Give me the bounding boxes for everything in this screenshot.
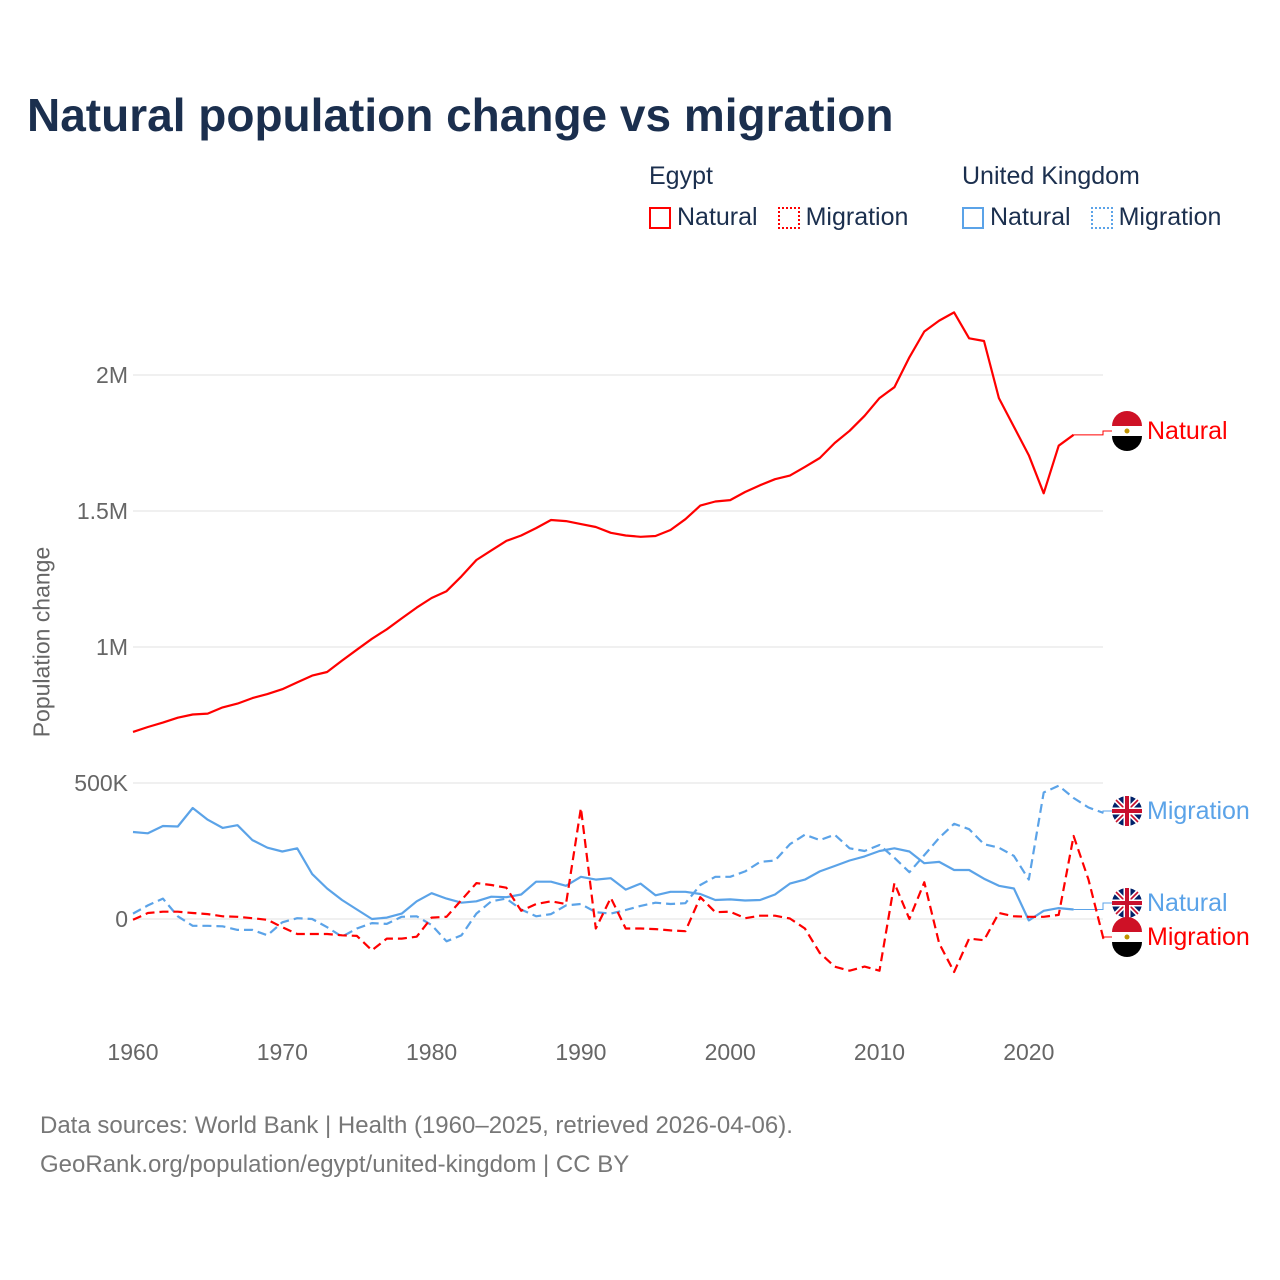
x-tick-label: 1990 — [555, 1039, 606, 1065]
flag-stripe-red — [1112, 411, 1142, 426]
egypt-flag-icon — [1112, 917, 1142, 957]
legend-egypt-natural[interactable]: Natural — [649, 203, 758, 232]
y-tick-label: 1M — [96, 634, 128, 660]
y-tick-label: 0 — [115, 906, 128, 932]
flag-stripe-black — [1112, 436, 1142, 451]
legend-swatch-solid — [962, 206, 984, 229]
legend-group-egypt: Egypt Natural Migration — [649, 162, 908, 232]
legend-group-uk: United Kingdom Natural Migration — [962, 162, 1221, 232]
legend-swatch-solid — [649, 206, 671, 229]
legend-group-label: Egypt — [649, 162, 713, 190]
footer: Data sources: World Bank | Health (1960–… — [40, 1106, 793, 1184]
legend-label: Migration — [1118, 203, 1222, 231]
legend-swatch-dotted — [777, 206, 800, 229]
legend-label: Migration — [805, 203, 909, 231]
x-tick-label: 1960 — [107, 1039, 158, 1065]
series-line-egypt-natural — [132, 311, 1075, 733]
legend-egypt-migration[interactable]: Migration — [777, 203, 909, 232]
legend-group-label: United Kingdom — [962, 162, 1140, 190]
y-tick-label: 500K — [74, 770, 128, 796]
legend-label: Natural — [990, 203, 1071, 231]
series-end-label: Migration — [1147, 797, 1250, 825]
y-tick-label: 1.5M — [77, 498, 128, 524]
legend-swatch-dotted — [1090, 206, 1113, 229]
uk-flag-icon — [1112, 888, 1142, 918]
legend-uk-migration[interactable]: Migration — [1090, 203, 1222, 232]
flag-emblem — [1124, 428, 1130, 434]
label-connector — [1073, 430, 1112, 436]
uk-flag-icon — [1112, 796, 1142, 826]
flag-stripe-black — [1112, 942, 1142, 957]
label-connector — [1073, 902, 1112, 910]
source-link[interactable]: GeoRank.org/population/egypt/united-king… — [40, 1151, 630, 1178]
series-line-egypt-migration — [132, 806, 1105, 974]
x-tick-label: 2010 — [854, 1039, 905, 1065]
series-line-united-kingdom-natural — [132, 806, 1074, 922]
label-connector — [1102, 810, 1112, 814]
x-tick-label: 2020 — [1003, 1039, 1054, 1065]
label-connector — [1102, 936, 1112, 940]
flag-cross-red — [1112, 796, 1142, 826]
series-end-label: Natural — [1147, 417, 1228, 445]
legend-label: Natural — [677, 203, 758, 231]
x-tick-label: 1980 — [406, 1039, 457, 1065]
series-end-label: Natural — [1147, 889, 1228, 917]
series-line-united-kingdom-migration — [132, 784, 1104, 943]
x-tick-label: 1970 — [257, 1039, 308, 1065]
y-tick-label: 2M — [96, 362, 128, 388]
egypt-flag-icon — [1112, 411, 1142, 451]
data-source-text: Data sources: World Bank | Health (1960–… — [40, 1112, 793, 1139]
chart-title: Natural population change vs migration — [27, 89, 894, 141]
flag-cross-red — [1112, 888, 1142, 918]
x-tick-label: 2000 — [705, 1039, 756, 1065]
series-end-label: Migration — [1147, 923, 1250, 951]
flag-stripe-red — [1112, 917, 1142, 932]
flag-emblem — [1124, 934, 1130, 940]
legend-uk-natural[interactable]: Natural — [962, 203, 1071, 232]
